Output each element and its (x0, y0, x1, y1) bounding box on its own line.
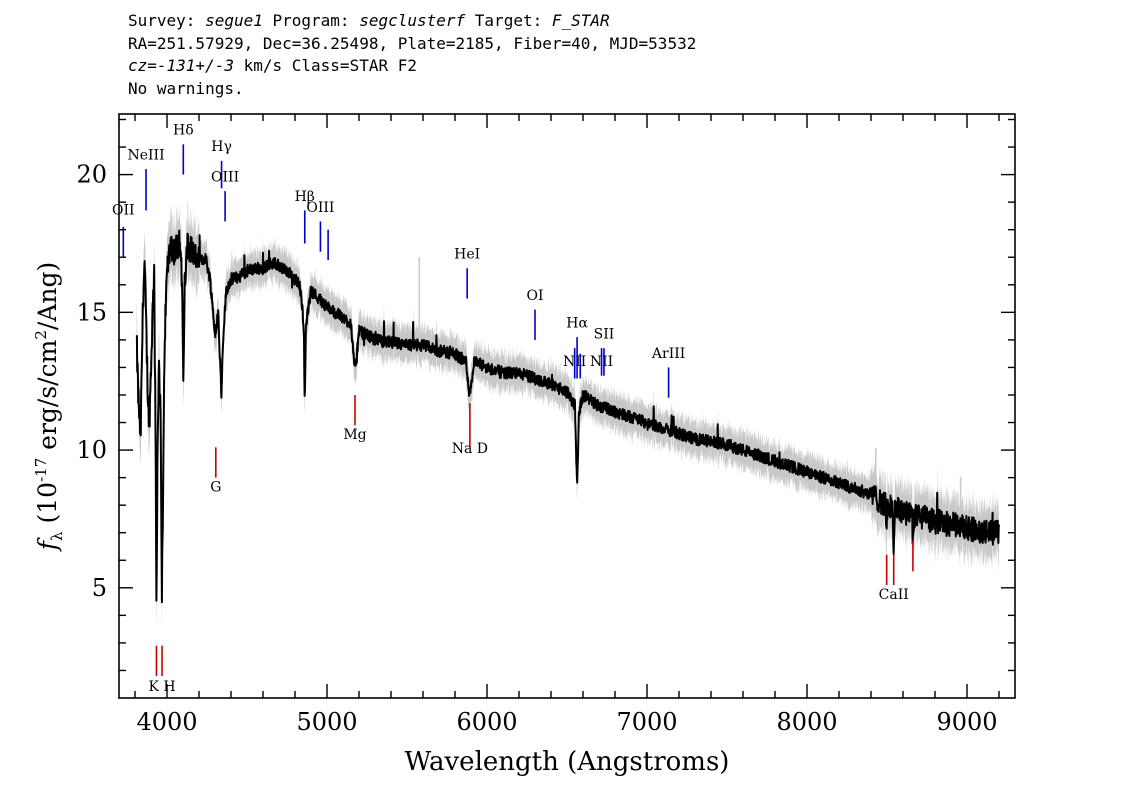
x-axis-label: Wavelength (Angstroms) (405, 747, 730, 777)
emission-line-label: Hγ (211, 139, 232, 155)
y-axis-label-exp2: 2 (32, 330, 50, 340)
emission-line-label: SII (594, 327, 615, 343)
x-tick-label: 9000 (936, 708, 997, 736)
x-tick-label: 7000 (616, 708, 677, 736)
absorption-line-label: G (210, 479, 221, 495)
x-tick-label: 4000 (136, 708, 197, 736)
x-tick-label: 6000 (456, 708, 517, 736)
y-axis-label-pre: (10 (33, 482, 62, 532)
emission-line-label: OIII (306, 200, 334, 216)
emission-line-label: Hα (566, 315, 588, 331)
emission-line-label: OII (112, 203, 135, 219)
x-tick-label: 8000 (776, 708, 837, 736)
flux-series (135, 229, 1000, 604)
flux-layer (135, 229, 1000, 604)
absorption-line-label: Na D (452, 441, 488, 457)
target-label: Target: (465, 11, 552, 30)
emission-line-label: Hδ (173, 123, 194, 139)
y-axis-label-exp: -17 (32, 458, 50, 482)
target-value: F_STAR (551, 11, 610, 30)
header-line-3: cz=-131+/-3 km/s Class=STAR F2 (128, 55, 696, 78)
absorption-line-label: Mg (343, 427, 366, 443)
emission-line-label: OIII (211, 169, 239, 185)
program-label: Program: (262, 11, 360, 30)
y-axis-label: fλ (10-17 erg/s/cm2/Ang) (32, 262, 66, 552)
program-value: segclusterf (359, 11, 466, 30)
emission-line-label: NII (590, 354, 613, 370)
absorption-line-label: K H (148, 679, 175, 695)
absorption-line-label: CaII (879, 587, 909, 603)
y-tick-label: 15 (76, 298, 107, 326)
y-tick-label: 5 (92, 574, 107, 602)
survey-label: Survey: (128, 11, 206, 30)
header-line-1: Survey: segue1 Program: segclusterf Targ… (128, 10, 696, 33)
plot-frame (118, 113, 1016, 699)
y-axis-label-mid: erg/s/cm (33, 339, 62, 457)
redshift-value: cz=-131+/-3 (128, 56, 234, 75)
y-tick-label: 20 (76, 161, 107, 189)
emission-line-label: HeI (454, 247, 480, 263)
survey-value: segue1 (205, 11, 263, 30)
axis-ticks: 4000 5000 6000 7000 8000 9000 5 10 15 20 (76, 114, 1015, 736)
header-line-2: RA=251.57929, Dec=36.25498, Plate=2185, … (128, 33, 697, 53)
emission-line-label: NeIII (127, 147, 164, 163)
x-tick-label: 5000 (296, 708, 357, 736)
y-axis-label-f: f (33, 537, 62, 552)
y-axis-label-sub: λ (48, 531, 66, 541)
emission-line-label: ArIII (651, 346, 685, 362)
y-tick-label: 10 (76, 436, 107, 464)
emission-line-label: OI (526, 288, 543, 304)
emission-line-label: NII (563, 354, 586, 370)
spectral-lines-layer: OIINeIIIHδHγOIIIHβOIIIHeIOINIIHαNIISIIAr… (112, 123, 914, 695)
header-line-4: No warnings. (128, 78, 244, 98)
y-axis-label-post: /Ang) (33, 262, 62, 330)
class-value: km/s Class=STAR F2 (233, 56, 417, 75)
emission-line-label: Hβ (295, 189, 315, 205)
spectrum-header: Survey: segue1 Program: segclusterf Targ… (128, 10, 696, 100)
